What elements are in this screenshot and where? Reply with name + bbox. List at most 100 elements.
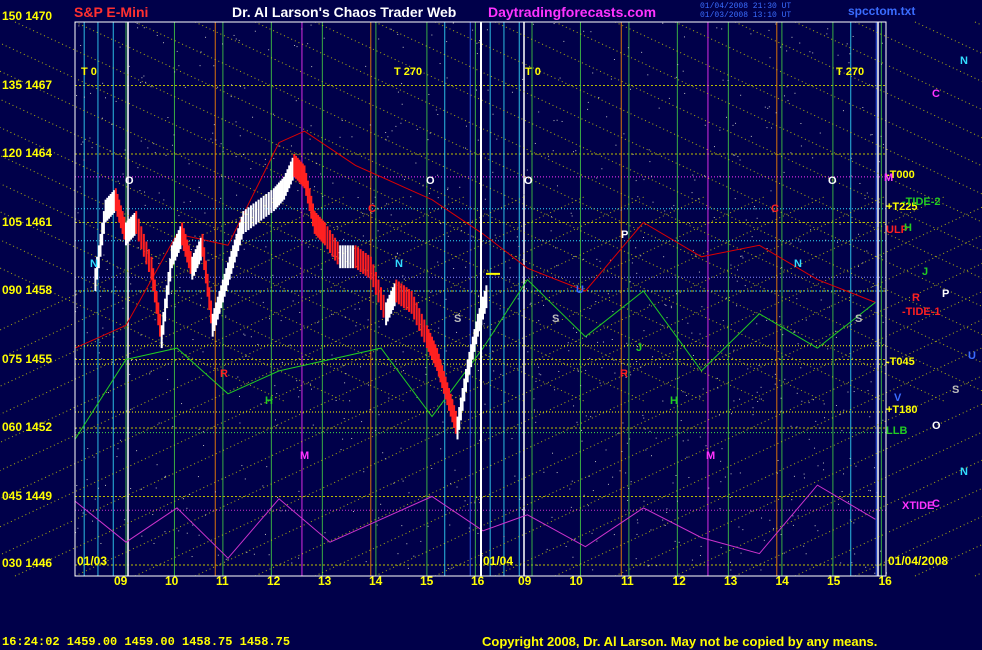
- star-dot: [581, 429, 583, 431]
- time-marker: T 0: [525, 66, 541, 78]
- x-tick-label-day1: 09: [114, 574, 128, 588]
- star-dot: [342, 438, 344, 440]
- star-dot: [477, 370, 479, 372]
- star-dot: [649, 161, 651, 163]
- planet-label: H: [904, 222, 912, 234]
- right-level-label: ULP: [886, 223, 908, 236]
- star-dot: [872, 286, 874, 288]
- star-dot: [647, 74, 649, 76]
- symbol-title: S&P E-Mini: [74, 4, 149, 20]
- star-dot: [317, 322, 319, 324]
- star-dot: [629, 281, 631, 283]
- star-dot: [144, 204, 146, 206]
- star-dot: [670, 207, 672, 209]
- star-dot: [202, 351, 204, 353]
- star-dot: [184, 86, 186, 88]
- fan-line: [614, 403, 982, 577]
- star-dot: [725, 297, 727, 299]
- star-dot: [427, 139, 429, 141]
- star-dot: [666, 512, 668, 514]
- star-dot: [290, 145, 292, 147]
- star-dot: [849, 325, 851, 327]
- star-dot: [477, 139, 479, 141]
- star-dot: [369, 409, 371, 411]
- star-dot: [410, 196, 412, 198]
- star-dot: [363, 471, 365, 473]
- star-dot: [376, 207, 378, 209]
- star-dot: [479, 439, 481, 441]
- star-dot: [563, 40, 565, 42]
- star-dot: [775, 23, 777, 25]
- star-dot: [629, 438, 631, 440]
- site-link[interactable]: Daytradingforecasts.com: [488, 4, 657, 20]
- star-dot: [514, 475, 516, 477]
- star-dot: [613, 359, 615, 361]
- star-dot: [699, 554, 701, 556]
- star-dot: [627, 499, 629, 501]
- star-dot: [637, 522, 639, 524]
- star-dot: [592, 490, 594, 492]
- x-tick-label-day1: 11: [216, 574, 229, 588]
- star-dot: [124, 149, 126, 151]
- star-dot: [119, 439, 121, 441]
- star-dot: [625, 376, 627, 378]
- app-title: Dr. Al Larson's Chaos Trader Web: [232, 4, 457, 20]
- star-dot: [836, 241, 838, 243]
- star-dot: [543, 304, 545, 306]
- star-dot: [732, 154, 734, 156]
- star-dot: [237, 376, 239, 378]
- star-dot: [415, 162, 417, 164]
- star-dot: [665, 304, 667, 306]
- x-tick-label-day1: 14: [369, 574, 383, 588]
- star-dot: [777, 459, 779, 461]
- star-dot: [122, 307, 124, 309]
- star-dot: [140, 140, 142, 142]
- star-dot: [538, 111, 540, 113]
- star-dot: [137, 27, 139, 29]
- star-dot: [225, 558, 227, 560]
- planet-label: H: [265, 395, 273, 407]
- star-dot: [380, 503, 382, 505]
- star-dot: [720, 481, 722, 483]
- star-dot: [719, 175, 721, 177]
- star-dot: [447, 187, 449, 189]
- star-dot: [554, 318, 556, 320]
- star-dot: [465, 125, 467, 127]
- star-dot: [75, 427, 77, 429]
- star-dot: [828, 306, 830, 308]
- timestamp-1: 01/04/2008 21:30 UT: [700, 2, 792, 11]
- star-dot: [351, 438, 353, 440]
- star-dot: [235, 156, 237, 158]
- star-dot: [416, 128, 418, 130]
- star-dot: [876, 492, 878, 494]
- star-dot: [136, 450, 138, 452]
- star-dot: [243, 248, 245, 250]
- star-dot: [769, 519, 771, 521]
- star-dot: [298, 557, 300, 559]
- star-dot: [77, 527, 79, 529]
- star-dot: [571, 480, 573, 482]
- star-dot: [760, 398, 762, 400]
- star-dot: [878, 161, 880, 163]
- star-dot: [387, 136, 389, 138]
- star-dot: [150, 86, 152, 88]
- star-dot: [468, 527, 470, 529]
- star-dot: [341, 120, 343, 122]
- star-dot: [483, 323, 485, 325]
- star-dot: [344, 382, 346, 384]
- star-dot: [747, 368, 749, 370]
- star-dot: [309, 383, 311, 385]
- star-dot: [733, 349, 735, 351]
- star-dot: [344, 316, 346, 318]
- star-dot: [357, 197, 359, 199]
- star-dot: [652, 356, 654, 358]
- star-dot: [882, 419, 884, 421]
- x-tick-label-day2: 11: [621, 574, 634, 588]
- star-dot: [636, 272, 638, 274]
- star-dot: [636, 519, 638, 521]
- star-dot: [770, 190, 772, 192]
- star-dot: [724, 476, 726, 478]
- star-dot: [797, 343, 799, 345]
- star-dot: [675, 76, 677, 78]
- star-dot: [621, 450, 623, 452]
